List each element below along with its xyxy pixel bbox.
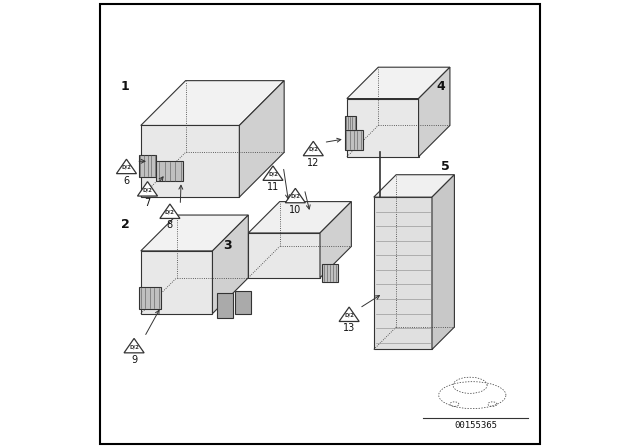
Polygon shape <box>239 81 284 197</box>
Text: D/2: D/2 <box>129 344 139 349</box>
Polygon shape <box>339 307 359 322</box>
Polygon shape <box>141 215 248 251</box>
Text: D/2: D/2 <box>143 187 152 192</box>
Polygon shape <box>432 175 454 349</box>
Polygon shape <box>285 188 305 203</box>
Polygon shape <box>217 293 233 318</box>
Text: 11: 11 <box>267 182 279 192</box>
Text: 10: 10 <box>289 205 301 215</box>
Polygon shape <box>116 159 136 174</box>
Polygon shape <box>347 67 450 99</box>
Polygon shape <box>124 338 144 353</box>
Polygon shape <box>345 130 362 150</box>
Text: 5: 5 <box>441 160 450 173</box>
Text: D/2: D/2 <box>268 172 278 177</box>
Text: 9: 9 <box>131 355 137 365</box>
Polygon shape <box>320 202 351 278</box>
Polygon shape <box>139 287 161 309</box>
Text: 8: 8 <box>167 220 173 230</box>
Text: 2: 2 <box>121 219 129 232</box>
Text: D/2: D/2 <box>122 165 131 170</box>
Polygon shape <box>141 81 284 125</box>
Polygon shape <box>248 202 351 233</box>
Text: D/2: D/2 <box>291 194 300 199</box>
Polygon shape <box>139 155 157 177</box>
Polygon shape <box>141 125 239 197</box>
Polygon shape <box>419 67 450 157</box>
Polygon shape <box>374 175 454 197</box>
Text: 3: 3 <box>224 239 232 252</box>
Polygon shape <box>248 233 320 278</box>
Text: 1: 1 <box>121 80 129 93</box>
FancyBboxPatch shape <box>100 4 540 444</box>
Text: 7: 7 <box>145 198 150 208</box>
Polygon shape <box>160 204 180 219</box>
Text: D/2: D/2 <box>308 147 318 152</box>
Polygon shape <box>374 197 432 349</box>
Text: 6: 6 <box>124 176 129 185</box>
Polygon shape <box>212 215 248 314</box>
Text: 4: 4 <box>436 80 445 93</box>
Polygon shape <box>141 251 212 314</box>
Polygon shape <box>347 99 419 157</box>
Polygon shape <box>345 116 356 130</box>
Polygon shape <box>323 264 338 282</box>
Polygon shape <box>235 291 251 314</box>
Polygon shape <box>157 161 184 181</box>
Polygon shape <box>263 166 283 181</box>
Polygon shape <box>303 141 323 156</box>
Text: D/2: D/2 <box>165 210 175 215</box>
Text: D/2: D/2 <box>344 313 354 318</box>
Polygon shape <box>138 181 157 196</box>
Text: 12: 12 <box>307 158 319 168</box>
Text: 00155365: 00155365 <box>454 421 497 430</box>
Text: 13: 13 <box>343 323 355 333</box>
